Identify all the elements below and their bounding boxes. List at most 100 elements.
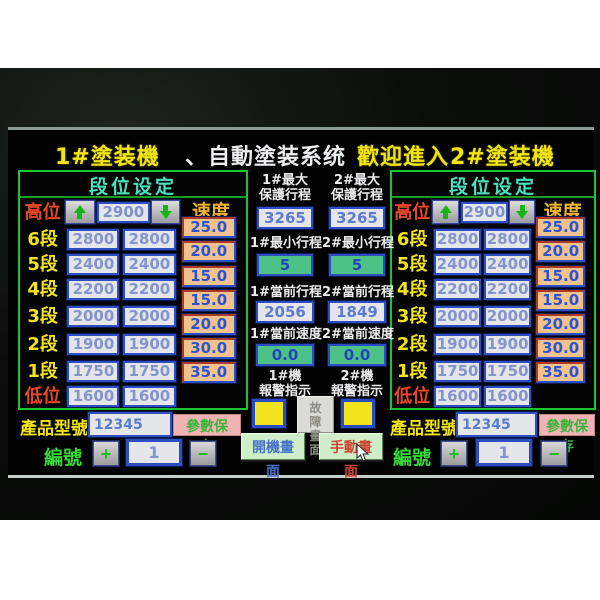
decrease-button[interactable] xyxy=(509,200,536,224)
save-parameters-button[interactable]: 參數保存 xyxy=(539,414,595,454)
current-stroke-value-1: 2056 xyxy=(256,301,314,323)
speed-value[interactable]: 15.0 xyxy=(181,290,236,311)
segment-value-b[interactable]: 1600 xyxy=(483,386,532,407)
high-position-row: 高位 2900 速度 xyxy=(20,200,246,225)
segment-settings-panel-1: 段位设定 高位 2900 速度 6段 2800 2800 5段 2400 240… xyxy=(18,170,248,410)
speed-value[interactable]: 30.0 xyxy=(181,338,236,359)
alarm-label-2-line1: 2#機 xyxy=(340,369,374,384)
up-arrow-icon xyxy=(439,205,452,219)
segment-value-a[interactable]: 1600 xyxy=(67,386,120,407)
save-parameters-button[interactable]: 參數保存 xyxy=(173,414,241,454)
segment-row: 1段 1750 1750 xyxy=(392,359,594,384)
segment-label: 3段 xyxy=(396,306,428,327)
segment-value-a[interactable]: 2400 xyxy=(67,254,120,275)
segment-value-b[interactable]: 2200 xyxy=(122,279,176,300)
low-position-row: 低位 1600 1600 xyxy=(392,384,594,409)
number-minus-button[interactable]: − xyxy=(541,441,567,466)
segment-row: 6段 2800 2800 xyxy=(20,227,246,252)
segment-value-a[interactable]: 1900 xyxy=(67,334,120,355)
speed-value[interactable]: 20.0 xyxy=(536,241,585,262)
high-position-value[interactable]: 2900 xyxy=(460,202,509,223)
speed-value[interactable]: 20.0 xyxy=(181,241,236,262)
up-arrow-icon xyxy=(73,205,86,219)
max-stroke-value-1[interactable]: 3265 xyxy=(257,207,313,229)
number-value: 1 xyxy=(476,439,532,466)
segment-label: 3段 xyxy=(27,306,58,327)
segment-label: 2段 xyxy=(396,334,428,355)
machine-2-title: 2#塗装機 xyxy=(450,145,555,170)
speed-value[interactable]: 20.0 xyxy=(181,314,236,335)
segment-value-a[interactable]: 2800 xyxy=(434,229,481,250)
min-stroke-value-2[interactable]: 5 xyxy=(329,254,385,276)
fault-screen-button-line1: 故障 xyxy=(309,401,322,429)
current-speed-value-1: 0.0 xyxy=(256,344,314,366)
segment-label: 5段 xyxy=(396,254,428,275)
segment-row: 3段 2000 2000 xyxy=(20,304,246,329)
segment-value-a[interactable]: 1750 xyxy=(434,361,481,382)
segment-value-a[interactable]: 1900 xyxy=(434,334,481,355)
speed-value[interactable]: 25.0 xyxy=(181,217,236,238)
segment-row: 3段 2000 2000 xyxy=(392,304,594,329)
low-position-label: 低位 xyxy=(394,386,431,407)
segment-value-b[interactable]: 2400 xyxy=(483,254,532,275)
product-model-label: 產品型號 xyxy=(20,419,88,439)
high-position-value[interactable]: 2900 xyxy=(96,202,150,223)
number-value: 1 xyxy=(126,439,182,466)
increase-button[interactable] xyxy=(65,200,95,224)
speed-value[interactable]: 15.0 xyxy=(536,290,585,311)
segment-value-a[interactable]: 2200 xyxy=(67,279,120,300)
segment-value-a[interactable]: 2000 xyxy=(434,306,481,327)
speed-value[interactable]: 35.0 xyxy=(181,362,236,383)
number-plus-button[interactable]: + xyxy=(93,441,119,466)
machine-1-title: 1#塗装機 xyxy=(55,145,160,170)
speed-value[interactable]: 15.0 xyxy=(181,266,236,287)
segment-value-b[interactable]: 2800 xyxy=(122,229,176,250)
decrease-button[interactable] xyxy=(151,200,181,224)
segment-value-b[interactable]: 1900 xyxy=(122,334,176,355)
max-stroke-value-2[interactable]: 3265 xyxy=(329,207,385,229)
segment-value-b[interactable]: 1900 xyxy=(483,334,532,355)
segment-value-b[interactable]: 1750 xyxy=(483,361,532,382)
segment-value-b[interactable]: 2200 xyxy=(483,279,532,300)
segment-value-b[interactable]: 2000 xyxy=(122,306,176,327)
speed-value[interactable]: 25.0 xyxy=(536,217,585,238)
segment-row: 2段 1900 1900 xyxy=(20,332,246,357)
segment-value-b[interactable]: 2800 xyxy=(483,229,532,250)
manual-screen-button[interactable]: 手動畫面 xyxy=(319,433,383,479)
speed-value[interactable]: 35.0 xyxy=(536,362,585,383)
segment-value-b[interactable]: 1600 xyxy=(122,386,176,407)
number-label: 編號 xyxy=(393,447,432,469)
speed-value[interactable]: 20.0 xyxy=(536,314,585,335)
segment-value-a[interactable]: 1600 xyxy=(434,386,481,407)
segment-value-b[interactable]: 1750 xyxy=(122,361,176,382)
speed-value[interactable]: 15.0 xyxy=(536,266,585,287)
min-stroke-value-1[interactable]: 5 xyxy=(257,254,313,276)
segment-row: 5段 2400 2400 xyxy=(392,252,594,277)
product-model-input[interactable] xyxy=(88,412,172,437)
segment-label: 4段 xyxy=(27,279,58,300)
fault-screen-button[interactable]: 故障 畫面 xyxy=(297,396,334,457)
segment-settings-panel-2: 段位设定 高位 2900 速度 6段 2800 2800 5段 2400 240… xyxy=(390,170,596,410)
segment-value-a[interactable]: 2800 xyxy=(67,229,120,250)
segment-value-a[interactable]: 2200 xyxy=(434,279,481,300)
low-position-label: 低位 xyxy=(24,386,61,407)
segment-value-a[interactable]: 2400 xyxy=(434,254,481,275)
product-model-input[interactable] xyxy=(456,412,537,437)
hmi-screen: 1#塗装機 、自動塗装系统 歡迎進入 2#塗装機 段位设定 高位 2900 速度… xyxy=(8,127,596,479)
segment-value-a[interactable]: 1750 xyxy=(67,361,120,382)
segment-value-a[interactable]: 2000 xyxy=(67,306,120,327)
number-minus-button[interactable]: − xyxy=(190,441,216,466)
startup-screen-button[interactable]: 開機畫面 xyxy=(241,433,305,479)
max-stroke-label-line1: 1#最大 xyxy=(262,173,308,188)
segment-label: 6段 xyxy=(27,229,58,250)
down-arrow-icon xyxy=(516,205,529,219)
panel-header: 段位设定 xyxy=(20,172,246,198)
increase-button[interactable] xyxy=(432,200,459,224)
number-plus-button[interactable]: + xyxy=(441,441,467,466)
segment-label: 6段 xyxy=(396,229,428,250)
segment-value-b[interactable]: 2000 xyxy=(483,306,532,327)
segment-row: 6段 2800 2800 xyxy=(392,227,594,252)
segment-value-b[interactable]: 2400 xyxy=(122,254,176,275)
speed-value[interactable]: 30.0 xyxy=(536,338,585,359)
current-speed-value-2: 0.0 xyxy=(328,344,386,366)
